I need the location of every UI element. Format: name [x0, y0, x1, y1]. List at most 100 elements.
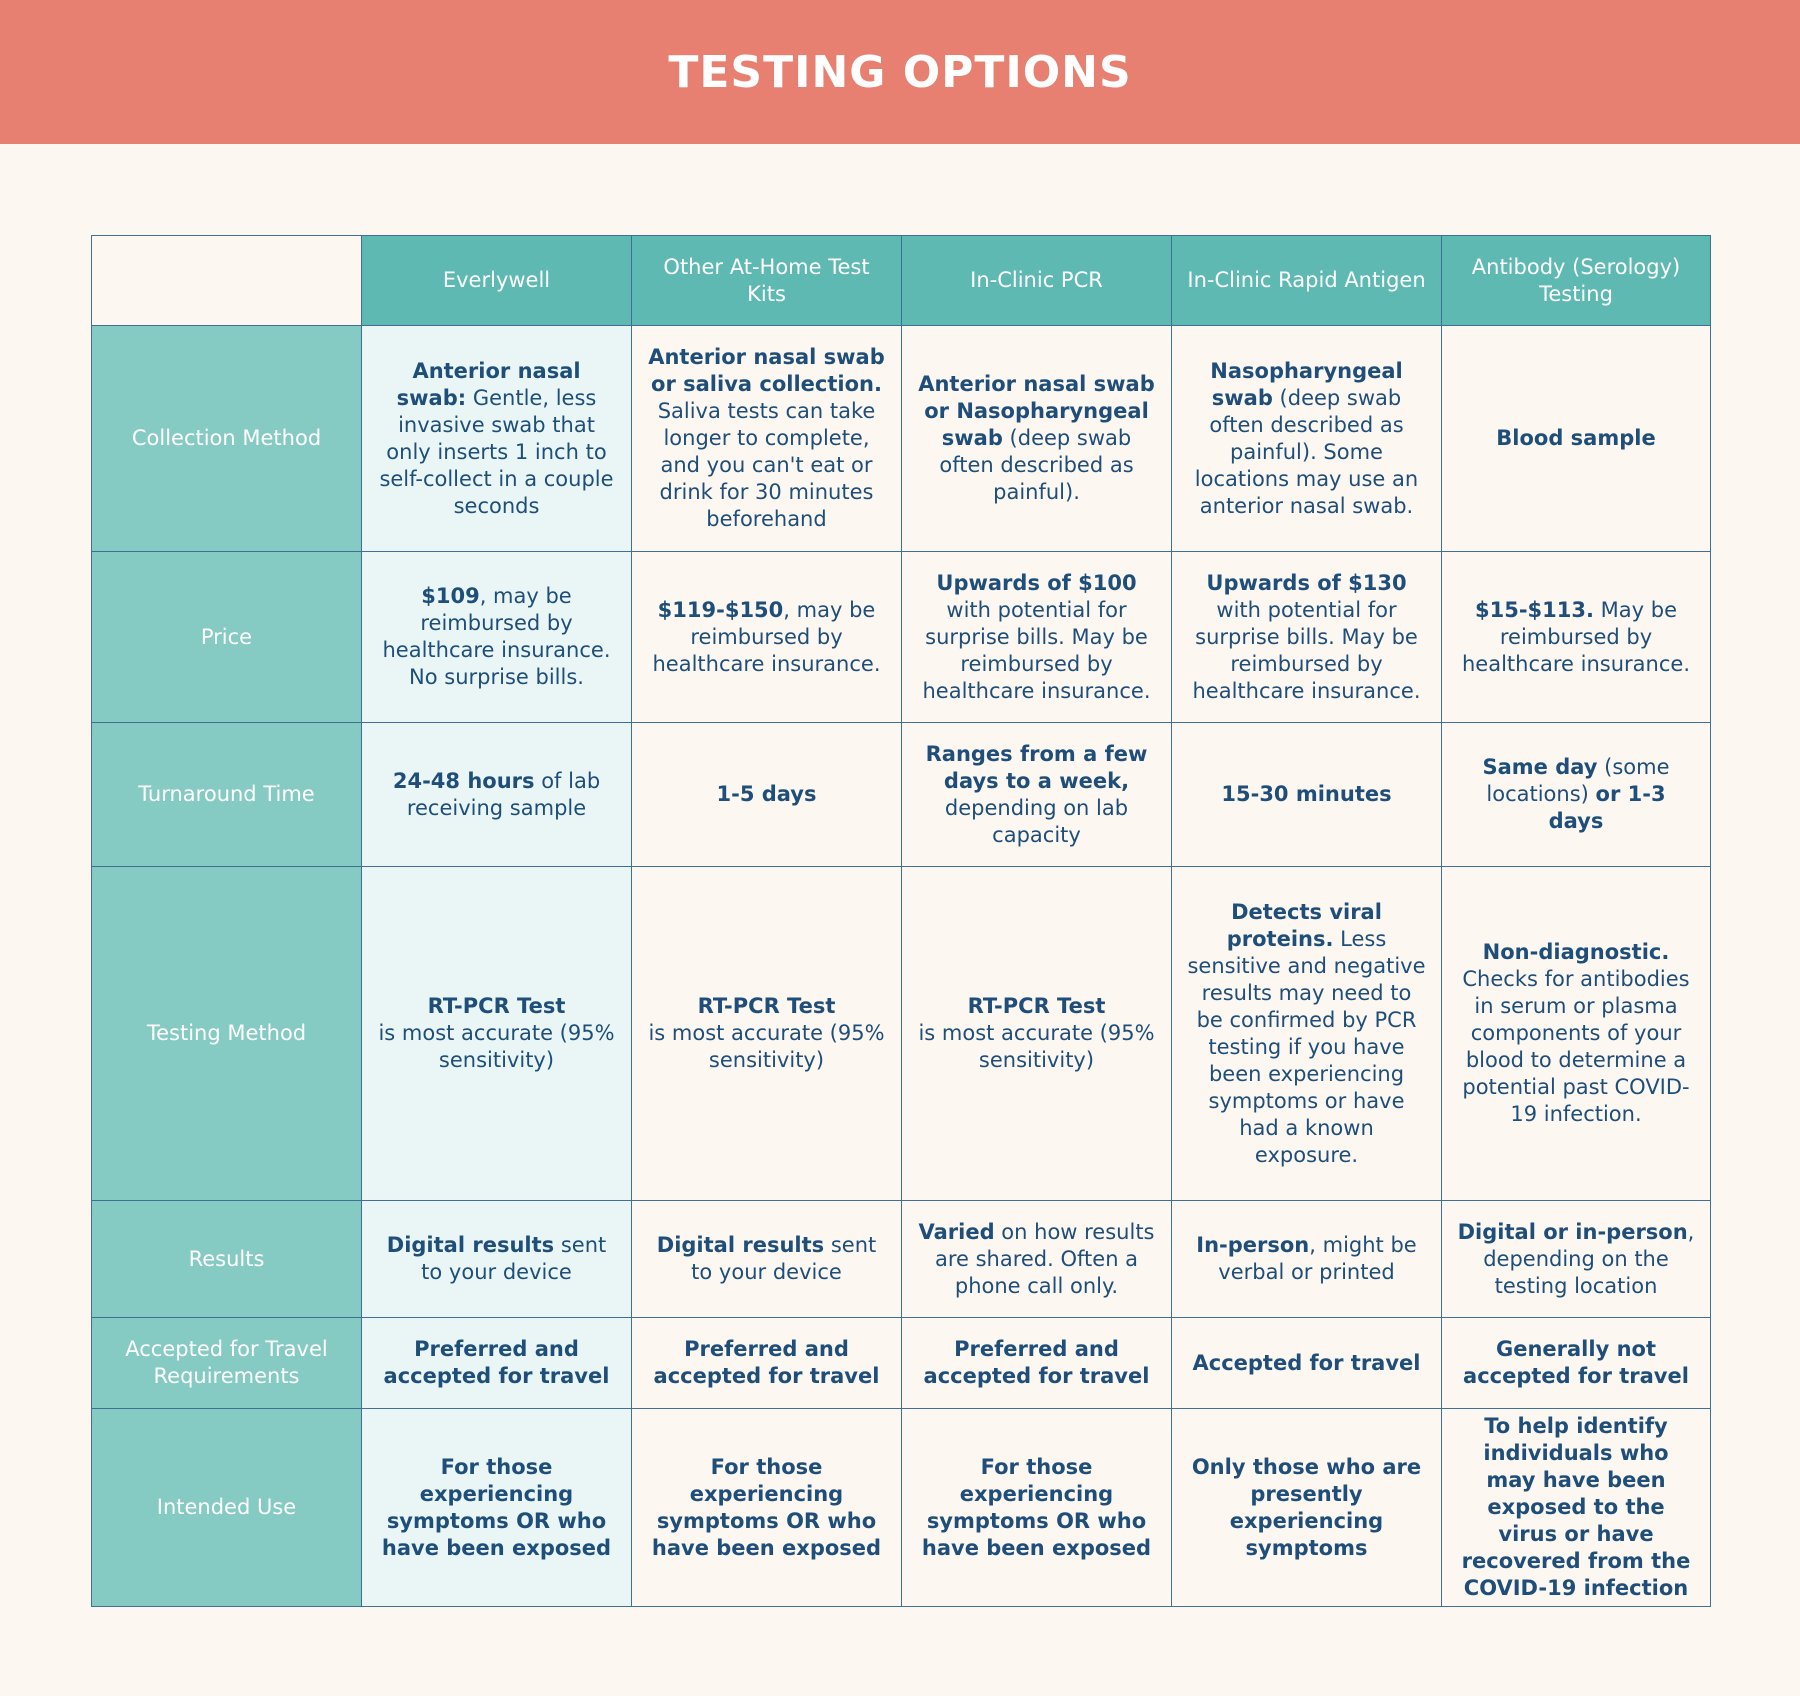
cell-bold: $109 — [421, 584, 480, 608]
table-row: Price $109, may be reimbursed by healthc… — [91, 551, 1711, 723]
cell-bold: RT-PCR Test — [697, 994, 836, 1018]
cell: To help identify individuals who may hav… — [1441, 1408, 1711, 1607]
cell-bold: Accepted for travel — [1192, 1350, 1421, 1375]
cell-text: with potential for surprise bills. May b… — [1192, 597, 1421, 703]
cell-text: , might be verbal or printed — [1218, 1233, 1417, 1284]
cell-text: , may be reimbursed by healthcare insura… — [382, 584, 611, 689]
cell-text: Saliva tests can take longer to complete… — [657, 399, 876, 531]
cell-text: is most accurate (95% sensitivity) — [648, 1021, 885, 1072]
cell-text: (some locations) — [1486, 755, 1670, 806]
cell-text: is most accurate (95% sensitivity) — [918, 1021, 1155, 1072]
cell-bold: Same day — [1482, 755, 1598, 779]
column-header-rapid-antigen: In-Clinic Rapid Antigen — [1171, 235, 1442, 326]
cell-bold: Upwards of $130 — [1206, 570, 1407, 595]
corner-cell — [91, 235, 362, 326]
cell: RT-PCR Test is most accurate (95% sensiti… — [631, 866, 902, 1201]
cell: Blood sample — [1441, 325, 1711, 552]
cell-text: Gentle, less invasive swab that only ins… — [379, 385, 614, 518]
cell-bold: 15-30 minutes — [1221, 782, 1392, 806]
cell: $109, may be reimbursed by healthcare in… — [361, 551, 632, 723]
cell-bold: For those experiencing symptoms OR who h… — [921, 1454, 1152, 1560]
cell: Non-diagnostic. Checks for antibodies in … — [1441, 866, 1711, 1201]
cell-bold: Nasopharyngeal swab — [1210, 358, 1403, 410]
cell: Upwards of $130 with potential for surpri… — [1171, 551, 1442, 723]
cell: Anterior nasal swab: Gentle, less invasi… — [361, 325, 632, 552]
column-header-in-clinic-pcr: In-Clinic PCR — [901, 235, 1172, 326]
cell-bold: 24-48 hours — [392, 768, 535, 793]
cell-text: of lab receiving sample — [406, 768, 601, 820]
cell-bold: Only those who are presently experiencin… — [1191, 1454, 1422, 1560]
cell-bold: Digital results — [386, 1233, 555, 1257]
cell-bold: Preferred and accepted for travel — [383, 1337, 610, 1388]
cell-bold: Anterior nasal swab: — [396, 358, 581, 410]
cell-text: , depending on the testing location — [1483, 1219, 1695, 1298]
cell-bold: Varied — [918, 1219, 995, 1244]
page-title: TESTING OPTIONS — [668, 46, 1132, 98]
cell-text: is most accurate (95% sensitivity) — [378, 1021, 615, 1072]
cell-bold: Preferred and accepted for travel — [653, 1337, 880, 1388]
cell-text: (deep swab often described as painful). — [939, 426, 1134, 504]
cell: Same day (some locations) or 1-3 days — [1441, 722, 1711, 867]
cell-bold: Generally not accepted for travel — [1463, 1337, 1689, 1388]
cell-bold: Digital or in-person — [1457, 1219, 1688, 1244]
cell-text: May be reimbursed by healthcare insuranc… — [1461, 597, 1690, 676]
cell: For those experiencing symptoms OR who h… — [901, 1408, 1172, 1607]
column-header-everlywell: Everlywell — [361, 235, 632, 326]
cell-bold: RT-PCR Test — [967, 994, 1106, 1018]
cell-bold: Digital results — [656, 1233, 825, 1257]
row-header-collection-method: Collection Method — [91, 325, 362, 552]
cell: Upwards of $100 with potential for surpri… — [901, 551, 1172, 723]
cell-text: (deep swab often described as painful). … — [1194, 385, 1419, 518]
cell-bold: Ranges from a few days to a week, — [925, 741, 1148, 793]
cell: Preferred and accepted for travel — [901, 1317, 1172, 1409]
row-header-turnaround-time: Turnaround Time — [91, 722, 362, 867]
cell-bold: Blood sample — [1496, 426, 1656, 450]
cell: For those experiencing symptoms OR who h… — [631, 1408, 902, 1607]
comparison-table: Everlywell Other At-Home Test Kits In-Cl… — [91, 235, 1711, 1607]
cell: 15-30 minutes — [1171, 722, 1442, 867]
row-header-price: Price — [91, 551, 362, 723]
table-row: Accepted for Travel Requirements Preferr… — [91, 1317, 1711, 1409]
cell-text: , may be reimbursed by healthcare insura… — [652, 597, 881, 676]
cell: Digital or in-person, depending on the t… — [1441, 1200, 1711, 1318]
cell-bold: Detects viral proteins. — [1226, 899, 1382, 951]
cell-bold: RT-PCR Test — [427, 994, 566, 1018]
cell: Accepted for travel — [1171, 1317, 1442, 1409]
cell: $119-$150, may be reimbursed by healthca… — [631, 551, 902, 723]
table-row: Testing Method RT-PCR Test is most accura… — [91, 866, 1711, 1201]
header-row: Everlywell Other At-Home Test Kits In-Cl… — [91, 235, 1711, 326]
table-row: Collection Method Anterior nasal swab: G… — [91, 325, 1711, 552]
table-row: Turnaround Time 24-48 hours of lab recei… — [91, 722, 1711, 867]
cell: RT-PCR Test is most accurate (95% sensiti… — [901, 866, 1172, 1201]
cell: Digital results sent to your device — [361, 1200, 632, 1318]
cell-bold: For those experiencing symptoms OR who h… — [651, 1454, 882, 1560]
cell-bold: Anterior nasal swab or Nasopharyngeal sw… — [918, 372, 1155, 450]
row-header-travel-requirements: Accepted for Travel Requirements — [91, 1317, 362, 1409]
cell-bold: Preferred and accepted for travel — [923, 1337, 1150, 1388]
cell-text: Less sensitive and negative results may … — [1187, 926, 1426, 1167]
cell: Varied on how results are shared. Often … — [901, 1200, 1172, 1318]
cell-text: with potential for surprise bills. May b… — [922, 597, 1151, 703]
cell-bold: $119-$150 — [657, 597, 784, 622]
cell-bold-2: or 1-3 days — [1548, 782, 1666, 833]
cell: In-person, might be verbal or printed — [1171, 1200, 1442, 1318]
column-header-antibody: Antibody (Serology) Testing — [1441, 235, 1711, 326]
cell-text: sent to your device — [421, 1233, 607, 1284]
table-row: Results Digital results sent to your dev… — [91, 1200, 1711, 1318]
cell: Generally not accepted for travel — [1441, 1317, 1711, 1409]
cell-bold: 1-5 days — [716, 782, 817, 806]
cell: Preferred and accepted for travel — [361, 1317, 632, 1409]
cell: 24-48 hours of lab receiving sample — [361, 722, 632, 867]
row-header-results: Results — [91, 1200, 362, 1318]
cell-text: Checks for antibodies in serum or plasma… — [1462, 967, 1690, 1126]
cell-bold: Upwards of $100 — [936, 570, 1137, 595]
row-header-intended-use: Intended Use — [91, 1408, 362, 1607]
cell-bold: For those experiencing symptoms OR who h… — [381, 1454, 612, 1560]
column-header-other-at-home: Other At-Home Test Kits — [631, 235, 902, 326]
cell-bold: To help identify individuals who may hav… — [1461, 1414, 1691, 1600]
cell-bold: In-person — [1196, 1233, 1310, 1257]
cell: $15-$113. May be reimbursed by healthcar… — [1441, 551, 1711, 723]
cell: Anterior nasal swab or saliva collection… — [631, 325, 902, 552]
cell: Nasopharyngeal swab (deep swab often des… — [1171, 325, 1442, 552]
cell: Digital results sent to your device — [631, 1200, 902, 1318]
